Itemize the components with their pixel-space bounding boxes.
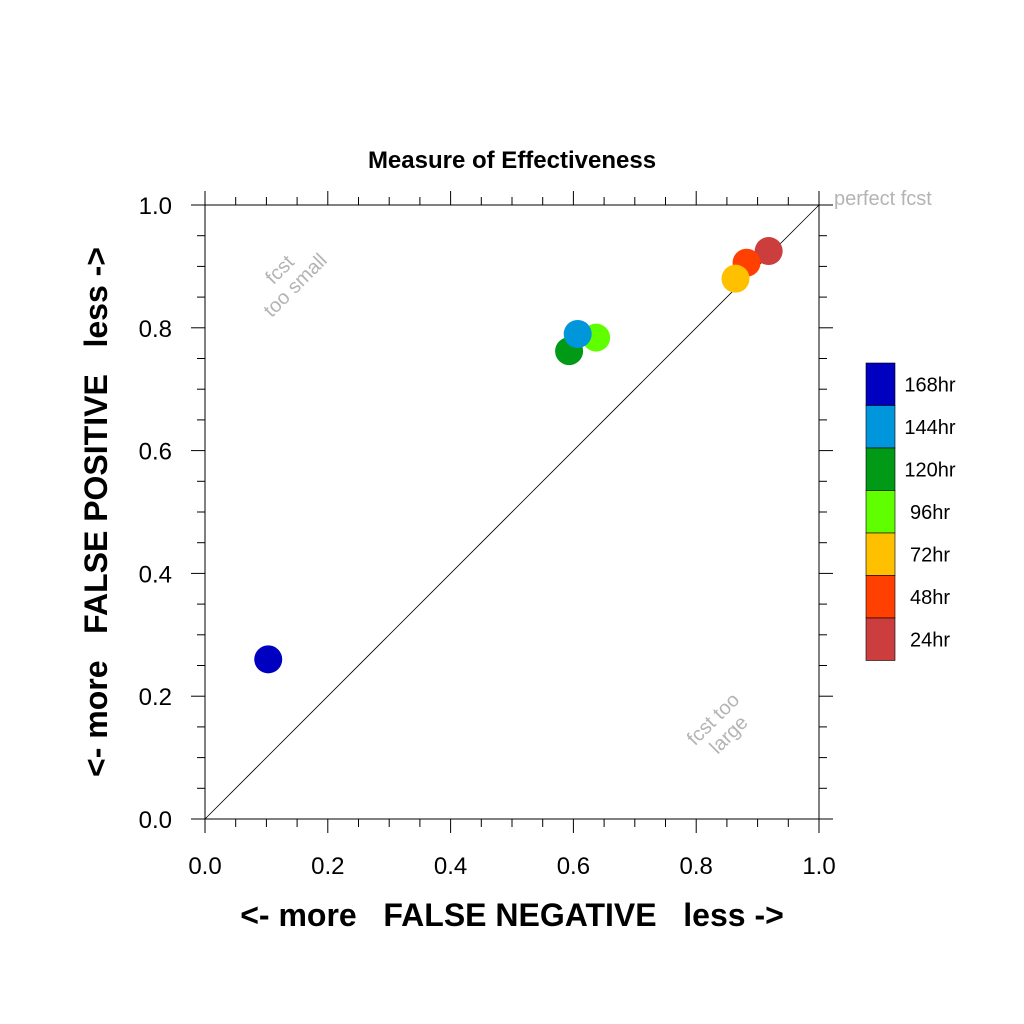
legend-label-48hr: 48hr: [910, 587, 950, 609]
legend-swatch-168hr: [865, 362, 896, 406]
y-tick-label: 0.0: [139, 807, 172, 834]
legend-swatch-120hr: [865, 447, 896, 491]
legend-swatch-96hr: [865, 490, 896, 534]
data-point-144hr: [563, 319, 592, 348]
y-tick-label: 0.8: [139, 316, 172, 343]
y-tick-label: 0.6: [139, 439, 172, 466]
legend-swatch-24hr: [865, 617, 896, 661]
legend-label-120hr: 120hr: [904, 459, 955, 481]
data-point-72hr: [721, 264, 750, 293]
legend: 168hr 144hr 120hr 96hr 72hr 48hr 24hr: [865, 362, 956, 661]
too-large-annotation: fcst too large: [683, 689, 753, 759]
chart-title: Measure of Effectiveness: [368, 147, 656, 174]
x-axis-title: <- more FALSE NEGATIVE less ->: [240, 897, 784, 933]
y-tick-label: 1.0: [139, 193, 172, 220]
x-tick-label: 0.4: [434, 853, 467, 880]
too-small-annotation: fcst too small: [260, 250, 332, 322]
legend-label-168hr: 168hr: [904, 374, 955, 396]
data-point-168hr: [254, 645, 283, 674]
x-tick-label: 0.2: [311, 853, 344, 880]
legend-label-72hr: 72hr: [910, 544, 950, 566]
x-tick-label: 1.0: [802, 853, 835, 880]
legend-swatch-48hr: [865, 575, 896, 619]
x-tick-label: 0.6: [557, 853, 590, 880]
y-axis-title: <- more FALSE POSITIVE less ->: [78, 247, 114, 777]
data-point-24hr: [754, 237, 783, 266]
legend-swatch-144hr: [865, 405, 896, 449]
too-small-line-2: too small: [260, 250, 332, 322]
y-tick-label: 0.4: [139, 561, 172, 588]
x-tick-label: 0.8: [680, 853, 713, 880]
perfect-fcst-label: perfect fcst: [834, 188, 932, 210]
plot-axes: 0.0 0.2 0.4 0.6 0.8 1.0 0.0 0.2 0.4 0.6 0.8 1.0: [139, 191, 836, 880]
y-tick-label: 0.2: [139, 684, 172, 711]
legend-label-24hr: 24hr: [910, 629, 950, 651]
x-tick-label: 0.0: [188, 853, 221, 880]
legend-swatch-72hr: [865, 532, 896, 576]
perfect-diagonal-line: [204, 204, 820, 820]
legend-label-144hr: 144hr: [904, 417, 955, 439]
data-points: [254, 237, 783, 674]
legend-label-96hr: 96hr: [910, 502, 950, 524]
